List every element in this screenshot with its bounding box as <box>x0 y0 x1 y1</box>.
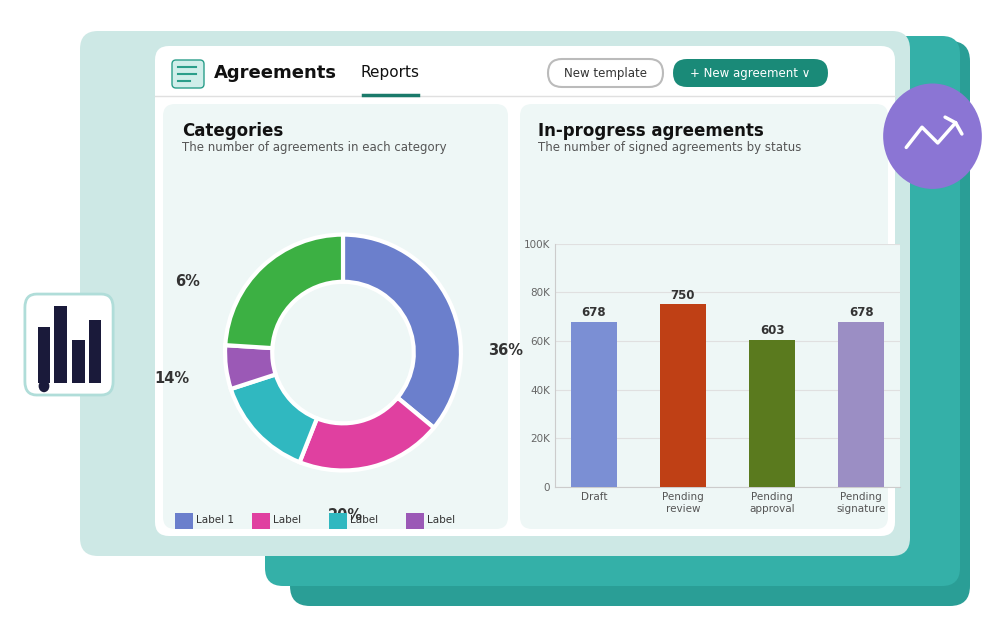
FancyBboxPatch shape <box>0 0 1000 61</box>
Text: Label: Label <box>427 515 455 526</box>
FancyBboxPatch shape <box>25 294 113 395</box>
Bar <box>38 327 50 383</box>
FancyBboxPatch shape <box>520 104 888 529</box>
FancyBboxPatch shape <box>155 46 895 536</box>
Text: 20%: 20% <box>328 508 363 523</box>
FancyBboxPatch shape <box>80 31 910 556</box>
Text: Reports: Reports <box>360 65 420 81</box>
Bar <box>72 340 85 383</box>
Wedge shape <box>343 235 461 428</box>
FancyBboxPatch shape <box>172 60 204 88</box>
Text: 678: 678 <box>582 306 606 319</box>
Wedge shape <box>300 397 434 470</box>
Text: Agreements: Agreements <box>214 64 337 82</box>
Wedge shape <box>231 374 317 462</box>
Circle shape <box>883 83 982 189</box>
Bar <box>571 322 617 487</box>
Bar <box>89 320 101 383</box>
Text: 36%: 36% <box>488 343 523 358</box>
Text: In-progress agreements: In-progress agreements <box>538 122 764 140</box>
Bar <box>54 306 67 383</box>
Bar <box>660 304 706 487</box>
Bar <box>749 340 795 487</box>
Text: Categories: Categories <box>182 122 283 140</box>
Text: Label: Label <box>273 515 301 526</box>
Text: The number of signed agreements by status: The number of signed agreements by statu… <box>538 140 801 153</box>
FancyBboxPatch shape <box>265 36 960 586</box>
Text: 14%: 14% <box>154 371 190 386</box>
Text: The number of agreements in each category: The number of agreements in each categor… <box>182 140 447 153</box>
Text: New template: New template <box>564 67 646 79</box>
Circle shape <box>39 380 49 392</box>
Text: 678: 678 <box>849 306 873 319</box>
Wedge shape <box>225 235 343 348</box>
FancyBboxPatch shape <box>290 41 970 606</box>
Text: Label 1: Label 1 <box>196 515 234 526</box>
Text: 750: 750 <box>671 288 695 301</box>
Text: 6%: 6% <box>175 274 200 289</box>
FancyBboxPatch shape <box>163 104 508 529</box>
Text: 603: 603 <box>760 324 784 337</box>
FancyBboxPatch shape <box>673 59 828 87</box>
Bar <box>838 322 884 487</box>
Text: + New agreement ∨: + New agreement ∨ <box>690 67 810 79</box>
Text: Label: Label <box>350 515 378 526</box>
FancyBboxPatch shape <box>548 59 663 87</box>
Wedge shape <box>225 345 276 389</box>
